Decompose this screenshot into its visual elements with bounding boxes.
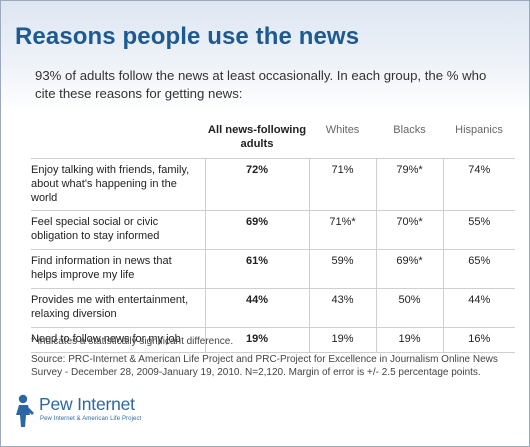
pew-internet-logo: Pew Internet Pew Internet & American Lif… [13,391,213,435]
value-whites: 19% [308,327,376,353]
column-header-all: All news-following adults [207,124,307,150]
row-label: Feel special social or civic obligation … [31,210,205,250]
row-header-blank [31,119,205,159]
value-blacks: 69%* [375,249,443,289]
value-hispanics: 55% [442,210,515,250]
value-whites: 43% [308,288,376,328]
row-label: Enjoy talking with friends, family, abou… [31,158,205,211]
value-blacks: 79%* [375,158,443,211]
header-band [1,1,529,113]
row-label: Provides me with entertainment, relaxing… [31,288,205,328]
logo-tagline: Pew Internet & American Life Project [40,416,142,422]
table-row: Provides me with entertainment, relaxing… [31,288,515,328]
value-hispanics: 65% [442,249,515,289]
pew-person-icon [16,394,34,427]
chart-subtitle: 93% of adults follow the news at least o… [35,68,487,101]
logo-wordmark: Pew Internet [39,394,135,414]
reasons-table: All news-following adults Whites Blacks … [31,119,515,353]
value-whites: 71% [308,158,376,211]
value-whites: 71%* [308,210,376,250]
value-all: 69% [204,210,309,250]
row-label: Need to follow news for my job [31,327,205,353]
column-header-hispanics: Hispanics [455,124,503,136]
column-header-blacks: Blacks [393,124,426,136]
table-row: Feel special social or civic obligation … [31,210,515,250]
column-header-whites: Whites [325,124,360,136]
value-hispanics: 44% [442,288,515,328]
table-row: Need to follow news for my job 19% 19% 1… [31,327,515,353]
row-label: Find information in news that helps impr… [31,249,205,289]
value-all: 19% [204,327,309,353]
value-hispanics: 74% [442,158,515,211]
value-all: 61% [204,249,309,289]
value-hispanics: 16% [442,327,515,353]
chart-title: Reasons people use the news [15,23,360,50]
value-blacks: 70%* [375,210,443,250]
value-blacks: 50% [375,288,443,328]
significance-footnote: * indicates a statistically significant … [31,336,234,347]
value-whites: 59% [308,249,376,289]
value-all: 72% [204,158,309,211]
value-blacks: 19% [375,327,443,353]
value-all: 44% [204,288,309,328]
table-row: Enjoy talking with friends, family, abou… [31,158,515,211]
source-note: Source: PRC-Internet & American Life Pro… [31,354,498,378]
table-row: Find information in news that helps impr… [31,249,515,289]
